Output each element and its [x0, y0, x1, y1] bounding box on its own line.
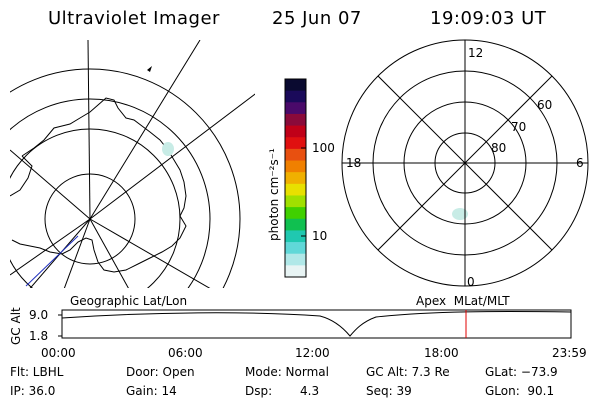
colorbar-segment [285, 102, 306, 115]
colorbar-segment [285, 137, 306, 150]
colorbar-segment [285, 253, 306, 266]
altitude-xtick-2359: 23:59 [552, 346, 587, 360]
time-label: 19:09:03 UT [430, 8, 547, 29]
status-gain: Gain: 14 [126, 384, 177, 398]
date-label: 25 Jun 07 [272, 8, 362, 29]
altitude-xtick-0000: 00:00 [41, 346, 76, 360]
altitude-ytick-low: 1.8 [29, 329, 49, 343]
altitude-plot-frame [61, 309, 572, 339]
status-flt: Flt: LBHL [10, 365, 64, 379]
colorbar-segment [285, 160, 306, 173]
status-dsp-value: 4.3 [300, 384, 320, 398]
altitude-xtick-1800: 18:00 [424, 346, 459, 360]
colorbar-segment [285, 195, 306, 208]
colorbar-tick-10: 10 [312, 229, 328, 243]
colorbar-segment [285, 172, 306, 185]
colorbar-segment [285, 125, 306, 138]
status-door: Door: Open [126, 365, 195, 379]
geographic-map [10, 40, 255, 288]
direction-arrow [147, 66, 152, 72]
colorbar-segment [285, 218, 306, 231]
colorbar-segment [285, 113, 306, 127]
aurora-patch-mag [452, 208, 468, 220]
altitude-ytick-high: 9.0 [29, 308, 49, 322]
colorbar-segment [285, 79, 306, 92]
colorbar-segment [285, 148, 306, 162]
ground-track-line [25, 235, 79, 287]
colorbar-unit-label: photon cm⁻²s⁻¹ [267, 148, 281, 241]
mlat-label-80: 80 [491, 141, 507, 155]
colorbar-segment [285, 230, 306, 243]
geographic-caption: Geographic Lat/Lon [70, 294, 188, 308]
mlt-label-6: 6 [576, 156, 584, 170]
colorbar-segment [285, 183, 306, 196]
magnetic-polar-plot [341, 39, 589, 287]
mlat-label-60: 60 [537, 98, 553, 112]
status-seq: Seq: 39 [366, 384, 412, 398]
altitude-xtick-0600: 06:00 [168, 346, 203, 360]
apex-caption: Apex MLat/MLT [416, 294, 510, 308]
status-glon: GLon: 90.1 [485, 384, 555, 398]
status-dsp-label: Dsp: [245, 384, 273, 398]
status-mode: Mode: Normal [245, 365, 329, 379]
instrument-title: Ultraviolet Imager [48, 8, 220, 29]
altitude-ylabel: GC Alt [9, 307, 23, 345]
mlt-label-18: 18 [346, 156, 362, 170]
colorbar-segment [285, 90, 306, 103]
colorbar-tick-100: 100 [312, 141, 335, 155]
colorbar-segment [285, 242, 306, 255]
color-bar [285, 79, 306, 278]
colorbar-segment [285, 207, 306, 220]
status-ip: IP: 36.0 [10, 384, 56, 398]
status-glat: GLat: −73.9 [485, 365, 558, 379]
status-gc-alt: GC Alt: 7.3 Re [366, 365, 450, 379]
mlt-label-12: 12 [468, 46, 484, 60]
altitude-xtick-1200: 12:00 [295, 346, 330, 360]
colorbar-segment [285, 265, 306, 278]
altitude-curve [62, 311, 571, 337]
aurora-patch-geo [162, 142, 174, 156]
mlt-label-0: 0 [467, 275, 475, 289]
mlat-label-70: 70 [511, 120, 527, 134]
